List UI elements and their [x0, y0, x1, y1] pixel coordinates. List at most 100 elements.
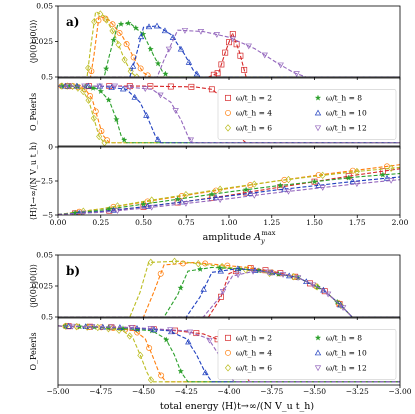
data-point — [185, 58, 193, 65]
data-point — [214, 70, 221, 77]
legend-marker — [314, 334, 322, 341]
data-point — [193, 330, 200, 337]
data-point — [108, 84, 115, 90]
data-point — [311, 178, 318, 185]
data-point — [114, 202, 121, 210]
data-point — [116, 30, 123, 36]
x-axis-label-sub: y — [260, 237, 265, 245]
x-tick-label: −4.75 — [89, 387, 112, 396]
data-point — [96, 83, 103, 90]
subplot-peierls-order: −5.00 −4.75 −4.50 −4.25 −4.00 −3.75 −3.50 −3.25… — [29, 317, 412, 396]
data-point — [108, 324, 115, 331]
series-line — [58, 266, 400, 317]
x-axis-label: total energy ⟨H⟩t→∞/(N V_u t_h) — [160, 401, 314, 412]
x-tick-label: −3.50 — [303, 387, 326, 396]
data-point — [193, 70, 201, 77]
data-point — [309, 282, 317, 289]
data-point — [97, 10, 104, 18]
data-point — [226, 39, 232, 46]
data-point — [186, 329, 194, 336]
data-point — [96, 132, 103, 141]
data-point — [241, 66, 248, 73]
x-tick-label: −3.00 — [389, 387, 412, 396]
x-tick-label: −3.25 — [346, 387, 369, 396]
data-point — [206, 337, 213, 344]
legend: ω/t_h = 2 ω/t_h = 4 ω/t_h = 6 ω/t_h = 8 ω/t_… — [217, 329, 397, 380]
data-point — [80, 87, 87, 96]
legend-marker — [224, 364, 232, 372]
data-point — [66, 83, 73, 90]
series-line — [58, 325, 400, 383]
data-point — [277, 62, 284, 69]
data-point — [137, 33, 145, 40]
subplot-current-correlation: 0.5 0.025 0.05 ⟨j0(0) j0(i)⟩ — [29, 251, 401, 322]
data-point — [345, 174, 352, 181]
data-point — [131, 93, 138, 100]
legend-box — [217, 89, 397, 140]
x-axis-label-sup: max — [262, 229, 276, 237]
data-point — [147, 45, 154, 52]
series-line — [58, 31, 400, 77]
data-point — [115, 40, 122, 49]
series-line — [58, 325, 400, 383]
legend-marker — [314, 349, 322, 356]
series-line — [58, 268, 400, 317]
plot-area — [58, 10, 400, 77]
data-point — [158, 372, 165, 379]
data-point — [208, 86, 215, 93]
legend-marker — [225, 349, 231, 356]
series-line — [58, 172, 400, 215]
data-point — [179, 260, 186, 267]
x-tick-label: −5.00 — [47, 387, 70, 396]
series-line — [58, 85, 400, 144]
data-point — [234, 265, 242, 272]
data-point — [162, 70, 169, 77]
data-point — [145, 23, 153, 30]
legend-entry: ω/t_h = 10 — [326, 108, 367, 117]
legend-box — [217, 329, 397, 380]
y-tick-label: 0.05 — [36, 2, 53, 11]
data-point — [285, 188, 292, 195]
legend-marker — [314, 125, 322, 132]
data-point — [140, 200, 147, 207]
x-axis-label: amplitude Aymax — [203, 229, 276, 245]
data-point — [229, 36, 237, 43]
x-axis-label-text: amplitude Aymax — [203, 229, 276, 245]
data-point — [321, 288, 328, 295]
panel-a: 0.5 0.025 0.05 ⟨j0(0) j0(i)⟩ O_Peierls ω/t_h … — [29, 2, 409, 245]
data-point — [114, 208, 121, 215]
data-point — [157, 92, 164, 99]
data-point — [261, 52, 268, 59]
data-point — [110, 206, 117, 213]
data-point — [147, 326, 154, 332]
x-axis-label-text: total energy ⟨H⟩t→∞/(N V_u t_h) — [160, 401, 314, 412]
legend-marker — [225, 109, 231, 116]
data-point — [165, 46, 173, 53]
data-point — [251, 180, 258, 188]
data-point — [80, 210, 87, 215]
data-point — [148, 196, 155, 204]
data-point — [167, 327, 174, 334]
data-point — [98, 128, 105, 135]
data-point — [97, 88, 104, 94]
legend-entry: ω/t_h = 8 — [326, 333, 362, 342]
data-point — [218, 61, 225, 68]
data-point — [154, 60, 162, 67]
series-line — [58, 266, 400, 317]
data-point — [222, 49, 229, 56]
data-point — [130, 54, 137, 61]
data-point — [85, 96, 92, 104]
data-point — [242, 186, 250, 193]
legend-entry: ω/t_h = 6 — [236, 363, 272, 372]
y-tick-label: 0.025 — [32, 37, 54, 46]
panel-label: b) — [66, 264, 80, 278]
series-line — [58, 261, 400, 317]
data-point — [88, 68, 95, 75]
series-line — [58, 325, 400, 383]
data-point — [277, 182, 284, 189]
data-point — [88, 324, 96, 331]
data-point — [293, 71, 300, 77]
x-tick-label: 1.25 — [263, 218, 280, 227]
legend-entry: ω/t_h = 8 — [326, 93, 362, 102]
data-point — [319, 185, 326, 191]
